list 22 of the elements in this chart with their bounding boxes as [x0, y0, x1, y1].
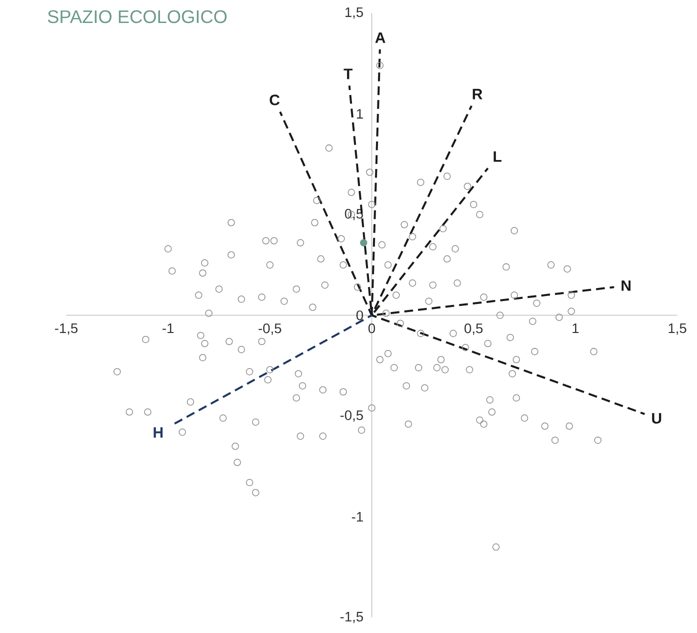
- x-tick-label: 0: [368, 324, 376, 334]
- chart-title: SPAZIO ECOLOGICO: [48, 10, 227, 24]
- x-tick-label: -1,5: [54, 324, 78, 335]
- series-label: T: [344, 68, 353, 80]
- x-tick-label: -0,5: [258, 324, 282, 336]
- y-tick-label: 1: [356, 109, 363, 119]
- x-tick-label: -1: [162, 324, 174, 334]
- series-label: N: [622, 280, 630, 291]
- series-label: H: [154, 427, 163, 438]
- series-label: A: [375, 32, 386, 43]
- x-tick-label: 1,5: [668, 324, 686, 335]
- series-label: R: [472, 89, 482, 100]
- y-tick-label: -1,5: [340, 612, 363, 624]
- series-label: L: [494, 152, 502, 162]
- y-tick-label: -1: [352, 512, 363, 522]
- x-tick-label: 0,5: [464, 324, 483, 336]
- y-tick-label: 0: [356, 310, 364, 320]
- x-tick-label: 1: [572, 324, 579, 334]
- series-label: C: [270, 94, 280, 106]
- series-label: U: [652, 413, 662, 424]
- y-tick-label: -0,5: [340, 410, 363, 422]
- y-tick-label: 1,5: [345, 8, 363, 19]
